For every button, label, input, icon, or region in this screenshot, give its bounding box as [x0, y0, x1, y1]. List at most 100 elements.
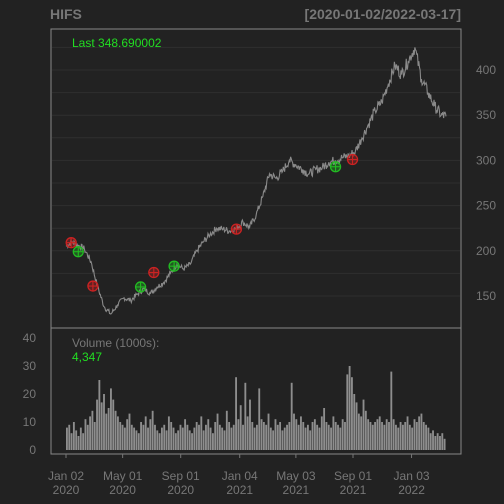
date-axis-year: 2020 — [167, 483, 194, 497]
volume-bar — [137, 433, 140, 450]
volume-bar — [223, 430, 226, 450]
volume-bar — [306, 424, 309, 450]
volume-bar — [415, 422, 418, 450]
volume-bar — [198, 424, 200, 450]
volume-bar — [353, 394, 356, 450]
buy-marker — [134, 281, 147, 293]
volume-bar — [246, 416, 249, 450]
volume-bar — [172, 427, 175, 450]
trade-markers — [65, 153, 359, 293]
volume-bar — [112, 399, 115, 450]
volume-bar — [439, 436, 441, 450]
volume-bar — [364, 410, 367, 450]
volume-bar — [165, 430, 168, 450]
volume-bar — [269, 427, 272, 450]
volume-bar — [68, 424, 71, 450]
volume-bar — [205, 424, 207, 450]
sell-marker — [87, 280, 99, 292]
volume-bar — [265, 424, 268, 450]
date-axis-label: Sep 01 — [162, 469, 200, 483]
volume-bar — [72, 422, 75, 450]
volume-bar — [367, 419, 370, 450]
volume-bar — [181, 427, 184, 450]
price-axis-labels: 150 200 250 300 350 400 — [476, 63, 496, 303]
volume-bar — [300, 416, 302, 450]
volume-bar — [411, 427, 414, 450]
volume-bar — [116, 416, 119, 450]
volume-bar — [128, 413, 131, 450]
volume-bar — [156, 430, 159, 450]
volume-bar — [406, 416, 409, 450]
date-axis-label: Sep 01 — [334, 469, 372, 483]
date-axis-year: 2020 — [109, 483, 136, 497]
volume-bar — [401, 424, 404, 450]
volume-bar — [86, 424, 89, 450]
volume-bar — [130, 424, 133, 450]
volume-bar — [142, 424, 145, 450]
volume-bar — [309, 430, 312, 450]
price-tick-label: 200 — [476, 244, 496, 258]
sell-marker — [230, 223, 243, 235]
volume-bar — [344, 422, 346, 450]
volume-bar — [105, 413, 108, 450]
volume-bar — [378, 416, 381, 450]
volume-bar — [163, 424, 166, 450]
volume-tick-label: 40 — [23, 331, 37, 345]
volume-bar — [235, 377, 237, 450]
volume-tick-label: 10 — [23, 415, 37, 429]
volume-bar — [232, 424, 235, 450]
volume-bar — [302, 422, 305, 450]
volume-bar — [184, 419, 187, 450]
volume-bar — [434, 436, 437, 450]
volume-bar — [89, 416, 92, 450]
volume-bar — [267, 413, 270, 450]
volume-bar — [225, 410, 228, 450]
volume-bar — [351, 377, 353, 450]
date-axis-year: 2020 — [53, 483, 80, 497]
buy-marker — [168, 260, 180, 272]
volume-bar — [207, 419, 210, 450]
volume-bar — [441, 433, 444, 450]
volume-bar — [355, 402, 358, 450]
volume-bar — [337, 424, 339, 450]
volume-bar — [70, 433, 73, 450]
volume-bar — [214, 422, 217, 450]
volume-bar — [413, 419, 416, 450]
volume-bar — [288, 422, 291, 450]
volume-bar — [211, 433, 214, 450]
price-panel: 150 200 250 300 350 400 Last 348.690002 — [50, 28, 496, 329]
volume-bar — [237, 419, 240, 450]
date-axis-label: May 01 — [103, 469, 143, 483]
volume-bar — [390, 371, 393, 450]
volume-bar — [313, 419, 316, 450]
volume-bar — [286, 424, 288, 450]
volume-bar — [258, 388, 261, 450]
volume-bar — [98, 380, 101, 450]
volume-bar — [279, 422, 282, 450]
volume-bar — [79, 427, 82, 450]
volume-bar — [239, 405, 242, 450]
volume-bar — [283, 427, 286, 450]
volume-bar — [84, 419, 87, 450]
volume-bar — [274, 419, 277, 450]
volume-bar — [82, 433, 85, 450]
volume-bar — [276, 424, 279, 450]
date-axis-label: May 03 — [276, 469, 316, 483]
last-price-label: Last 348.690002 — [72, 36, 162, 50]
volume-bar — [392, 419, 395, 450]
volume-bar — [325, 422, 328, 450]
volume-bar — [251, 422, 254, 450]
volume-bar — [334, 422, 337, 450]
volume-bar — [77, 436, 80, 450]
volume-bar — [110, 388, 112, 450]
volume-bar — [339, 427, 342, 450]
volume-bar — [218, 424, 221, 450]
volume-bar — [357, 413, 360, 450]
volume-bar — [443, 438, 446, 450]
volume-bar — [244, 382, 247, 450]
volume-bar — [425, 424, 427, 450]
volume-bar — [429, 433, 432, 450]
date-axis-year: 2021 — [226, 483, 253, 497]
date-axis-label: Jan 02 — [48, 469, 84, 483]
